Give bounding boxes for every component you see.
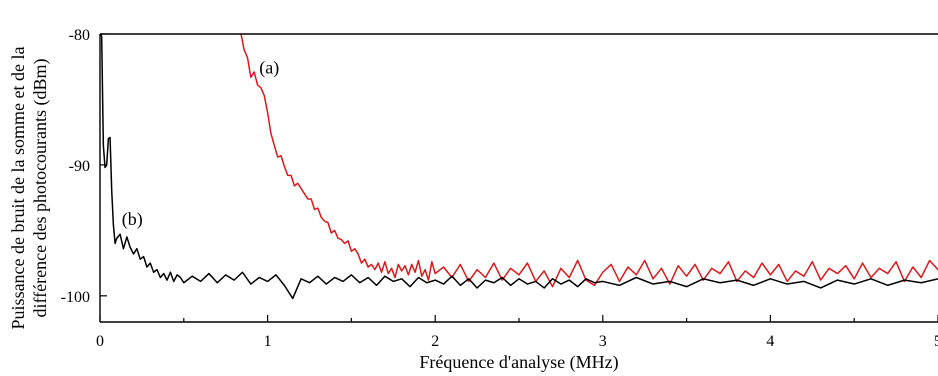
annotation-0: (a) bbox=[259, 57, 279, 78]
y-axis-title-line-1: différence des photocourants (dBm) bbox=[30, 58, 51, 317]
y-tick-label-0: -80 bbox=[69, 27, 90, 44]
y-tick-label-1: -90 bbox=[69, 158, 90, 175]
x-tick-label-3: 3 bbox=[599, 333, 607, 350]
series-line-b bbox=[100, 34, 938, 300]
x-tick-label-2: 2 bbox=[431, 333, 439, 350]
y-axis-title: Puissance de bruit de la somme et de la d… bbox=[8, 47, 51, 330]
x-tick-label-1: 1 bbox=[264, 333, 272, 350]
x-tick-label-4: 4 bbox=[766, 333, 774, 350]
y-tick-label-2: -100 bbox=[61, 289, 90, 306]
x-tick-label-5: 5 bbox=[934, 333, 938, 350]
x-axis-title: Fréquence d'analyse (MHz) bbox=[419, 352, 618, 373]
annotation-1: (b) bbox=[122, 209, 143, 230]
y-axis-title-line-0: Puissance de bruit de la somme et de la bbox=[8, 47, 28, 330]
x-tick-label-0: 0 bbox=[96, 333, 104, 350]
axes-layer: 0 1 2 3 4 5 -80 -90 -100 Fréquence d'analyse (MHz… bbox=[8, 27, 938, 373]
series-line-a bbox=[236, 34, 938, 288]
plot-layer bbox=[100, 34, 938, 300]
